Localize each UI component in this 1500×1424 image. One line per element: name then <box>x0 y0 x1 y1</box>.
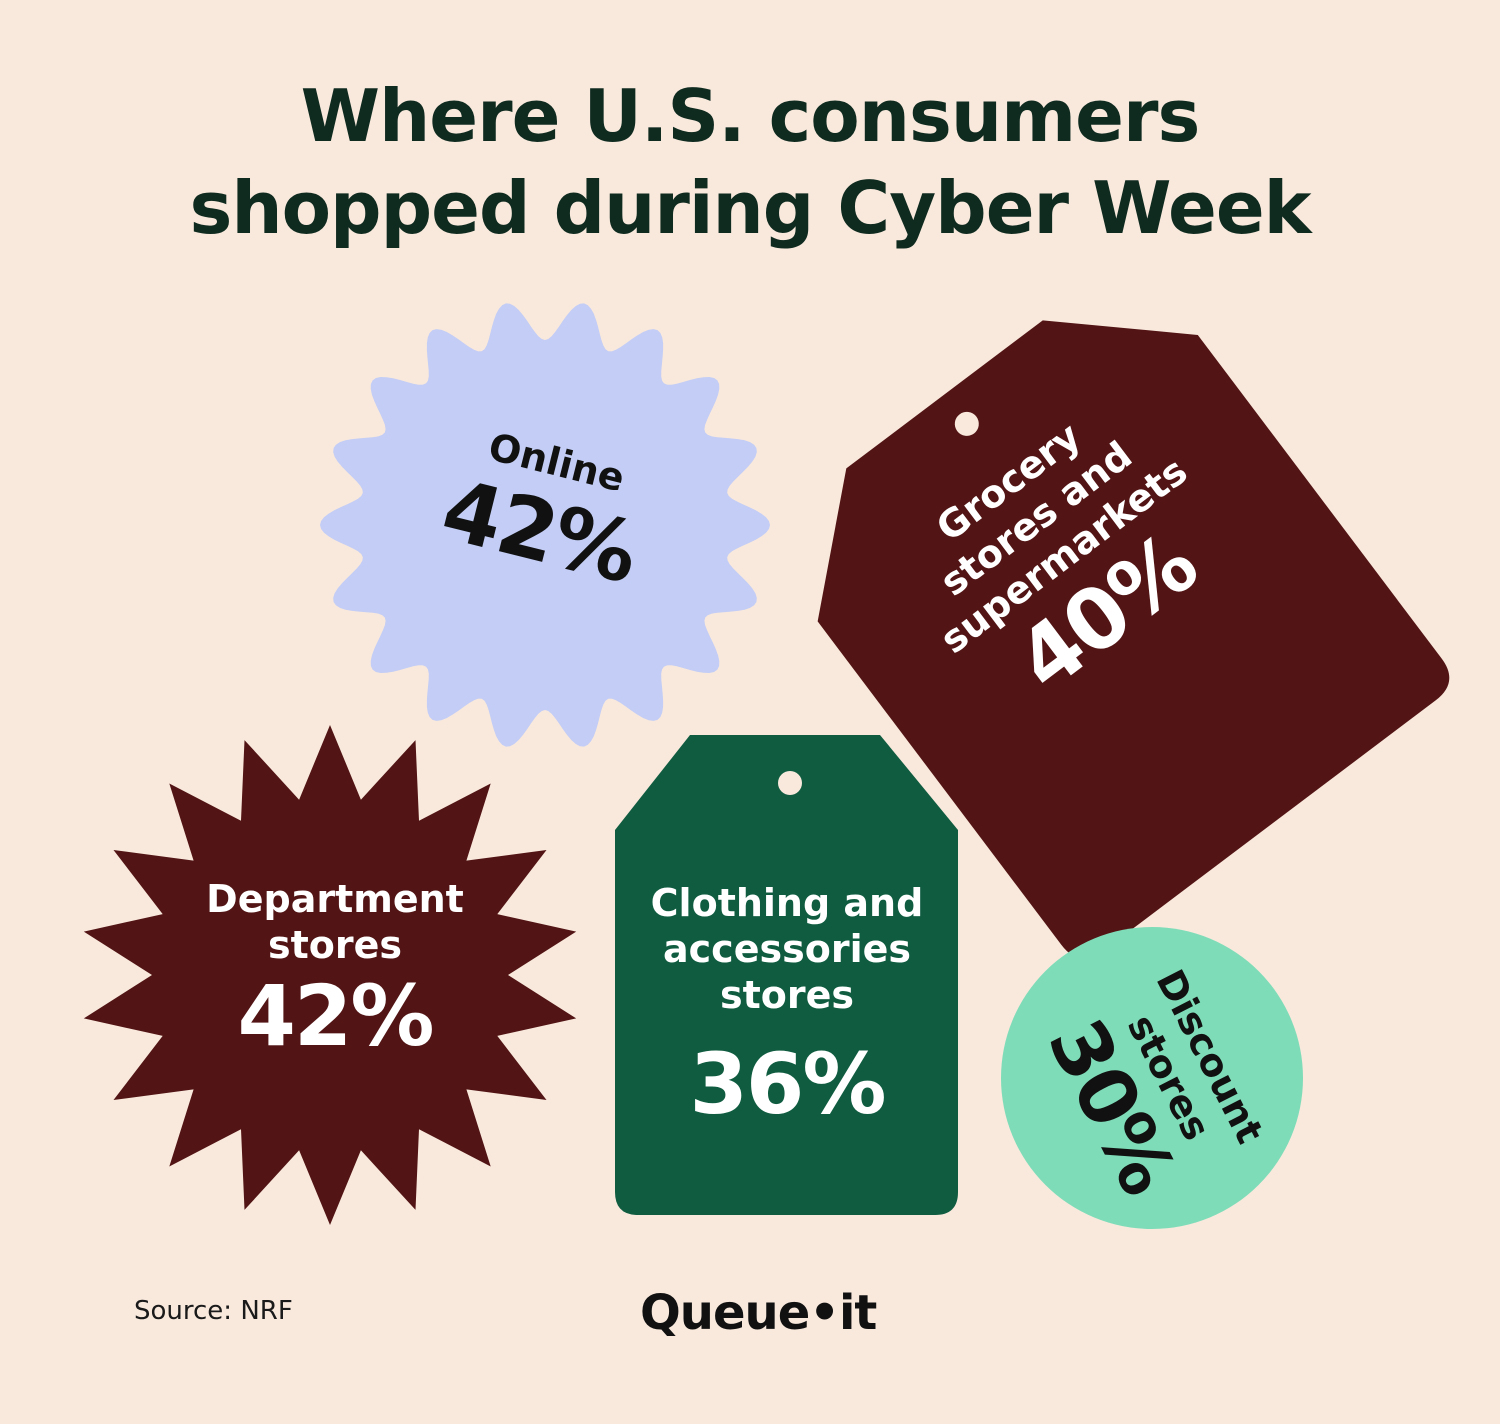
title-line-2: shopped during Cyber Week <box>189 166 1311 250</box>
department-label: Department stores 42% <box>180 876 490 1064</box>
clothing-value: 36% <box>689 1035 886 1133</box>
grocery-price-tag <box>817 320 1450 959</box>
clothing-label: Clothing and accessories stores 36% <box>630 880 944 1132</box>
page-title: Where U.S. consumers shopped during Cybe… <box>0 70 1500 254</box>
department-category-line-1: Department <box>206 877 464 921</box>
clothing-category-line-1: Clothing and <box>650 881 924 925</box>
brand-logo: Queue•it <box>640 1285 877 1341</box>
online-scalloped-badge <box>320 303 770 747</box>
discount-circle <box>1001 927 1303 1229</box>
clothing-category-line-2: accessories <box>663 927 911 971</box>
source-note: Source: NRF <box>134 1296 293 1326</box>
department-value: 42% <box>237 967 434 1065</box>
department-starburst <box>83 725 577 1225</box>
grocery-tag-hole <box>954 411 979 436</box>
title-line-1: Where U.S. consumers <box>300 74 1201 158</box>
clothing-category-line-3: stores <box>719 973 855 1017</box>
clothing-price-tag <box>615 735 958 1215</box>
department-category-line-2: stores <box>267 923 403 967</box>
clothing-tag-hole <box>778 771 802 795</box>
